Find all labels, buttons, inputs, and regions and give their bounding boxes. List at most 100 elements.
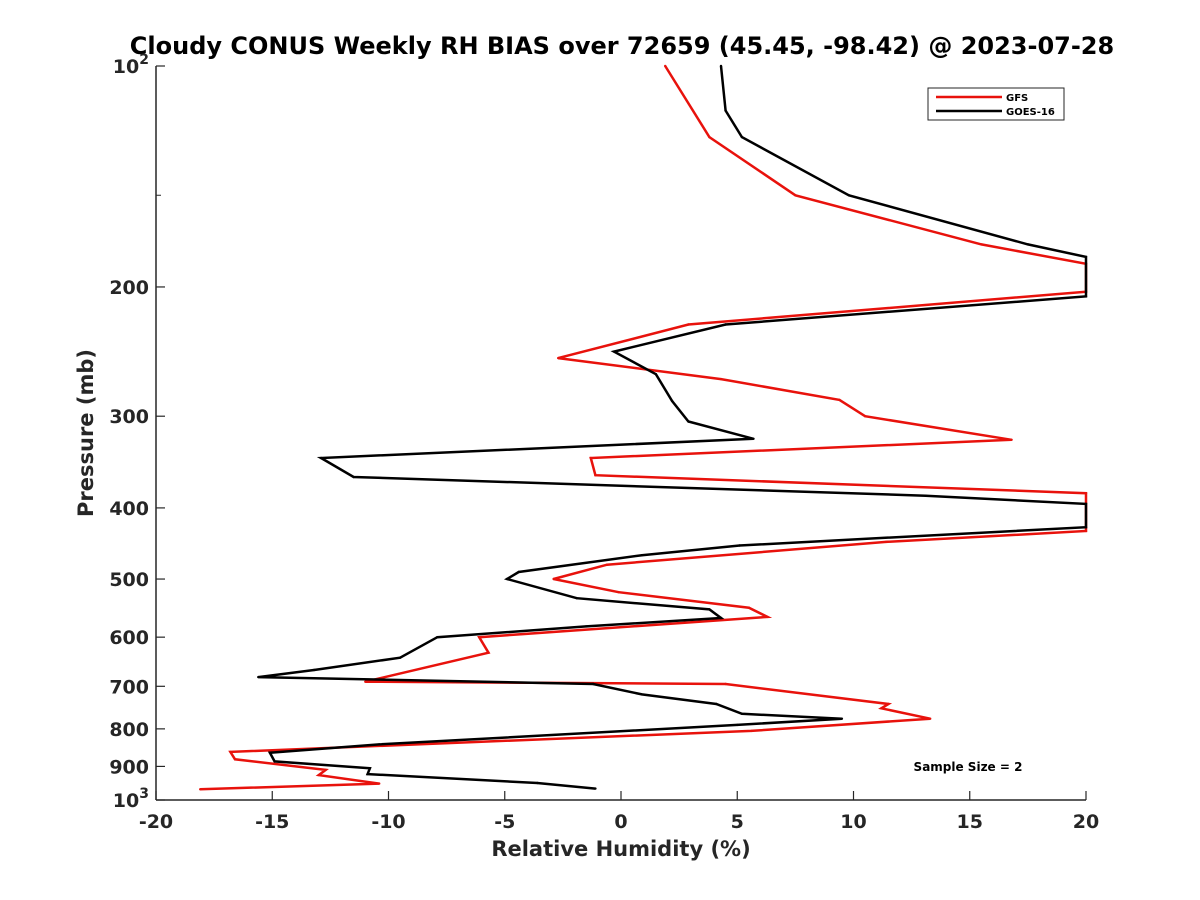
- data-point-goes-16-27: [398, 656, 402, 659]
- data-point-goes-16-16: [1084, 502, 1088, 506]
- data-point-gfs-34: [378, 782, 381, 785]
- y-axis-label: Pressure (mb): [74, 349, 98, 517]
- series-layer: [199, 64, 1088, 791]
- y-tick-label-7: 800: [109, 719, 149, 741]
- data-point-gfs-35: [199, 788, 202, 791]
- data-point-goes-16-32: [715, 702, 718, 706]
- data-point-gfs-18: [552, 577, 555, 581]
- data-point-gfs-16: [884, 540, 888, 544]
- y-tick-label-3: 400: [109, 498, 149, 520]
- x-ticks: -20 -15 -10 -5 0 5 10 15 20: [139, 791, 1099, 833]
- data-point-gfs-17: [605, 563, 609, 566]
- data-point-gfs-31: [233, 758, 237, 761]
- x-tick-label-6: 10: [840, 811, 866, 833]
- data-point-gfs-25: [724, 682, 727, 686]
- data-point-gfs-3: [980, 243, 983, 246]
- legend-label-gfs: GFS: [1006, 93, 1028, 104]
- y-tick-label-5: 600: [109, 627, 149, 649]
- data-point-goes-16-20: [517, 570, 520, 574]
- y-tick-label-9: 103: [113, 786, 149, 812]
- x-tick-label-5: 5: [731, 811, 744, 833]
- data-point-goes-16-23: [708, 608, 711, 611]
- x-tick-label-7: 15: [957, 811, 983, 833]
- legend: GFS GOES-16: [927, 87, 1065, 121]
- data-point-gfs-23: [487, 651, 490, 654]
- x-tick-label-4: 0: [614, 811, 627, 833]
- data-point-gfs-29: [750, 729, 753, 733]
- data-point-goes-16-21: [505, 577, 509, 581]
- y-tick-label-0: 102: [113, 52, 149, 78]
- data-point-goes-16-24: [719, 616, 723, 620]
- data-point-goes-16-25: [584, 625, 588, 628]
- sample-size-note: Sample Size = 2: [914, 760, 1023, 774]
- data-point-goes-16-13: [319, 456, 323, 460]
- data-point-gfs-21: [766, 615, 769, 619]
- data-point-goes-16-12: [752, 437, 755, 440]
- data-point-goes-16-26: [436, 636, 439, 639]
- data-point-gfs-2: [794, 194, 797, 197]
- data-point-goes-16-38: [273, 760, 276, 763]
- y-tick-label-2: 300: [109, 406, 149, 428]
- data-point-goes-16-33: [740, 712, 744, 715]
- data-point-goes-16-34: [840, 717, 844, 720]
- data-point-gfs-27: [880, 707, 883, 710]
- data-point-goes-16-4: [1026, 243, 1030, 246]
- x-axis-label: Relative Humidity (%): [491, 837, 750, 861]
- data-point-goes-16-30: [591, 682, 595, 686]
- data-point-gfs-0: [664, 64, 667, 68]
- data-point-goes-16-0: [719, 64, 723, 68]
- y-tick-label-4: 500: [109, 569, 149, 591]
- legend-label-goes16: GOES-16: [1006, 107, 1055, 118]
- data-point-goes-16-8: [612, 350, 616, 353]
- data-point-goes-16-11: [687, 420, 690, 423]
- data-point-gfs-28: [929, 717, 932, 720]
- data-point-gfs-22: [478, 636, 481, 639]
- data-point-goes-16-42: [594, 787, 597, 790]
- data-point-goes-16-1: [724, 109, 727, 112]
- data-point-gfs-1: [708, 135, 711, 139]
- data-point-gfs-19: [617, 591, 620, 594]
- data-point-goes-16-5: [1084, 255, 1088, 259]
- data-point-goes-16-37: [268, 751, 272, 754]
- y-tick-label-8: 900: [109, 756, 149, 778]
- data-point-gfs-24: [364, 680, 367, 683]
- data-point-goes-16-22: [575, 597, 578, 600]
- series-line-gfs: [200, 65, 1088, 791]
- chart-title: Cloudy CONUS Weekly RH BIAS over 72659 (…: [130, 32, 1114, 60]
- data-point-goes-16-7: [724, 323, 727, 326]
- data-point-goes-16-19: [640, 554, 644, 557]
- data-point-gfs-13: [594, 474, 597, 477]
- y-tick-label-6: 700: [109, 676, 149, 698]
- y-tick-label-1: 200: [109, 277, 149, 299]
- data-point-goes-16-41: [536, 781, 539, 785]
- data-point-goes-16-6: [1084, 295, 1088, 298]
- data-point-gfs-26: [887, 702, 890, 706]
- x-tick-label-8: 20: [1073, 811, 1099, 833]
- data-point-goes-16-28: [312, 668, 316, 672]
- data-point-goes-16-29: [257, 675, 260, 679]
- x-tick-label-1: -15: [255, 811, 289, 833]
- data-point-gfs-12: [589, 456, 592, 460]
- data-point-gfs-15: [1084, 529, 1088, 533]
- data-point-goes-16-36: [378, 743, 381, 746]
- data-point-gfs-20: [747, 606, 751, 609]
- data-point-goes-16-15: [924, 494, 927, 497]
- data-point-gfs-14: [1084, 492, 1088, 495]
- data-point-goes-16-40: [366, 772, 369, 776]
- data-point-goes-16-3: [847, 194, 851, 197]
- data-point-goes-16-2: [740, 135, 744, 139]
- data-point-goes-16-9: [654, 373, 658, 376]
- data-point-goes-16-31: [640, 693, 644, 696]
- data-point-goes-16-35: [736, 723, 739, 727]
- data-point-gfs-11: [1010, 438, 1013, 441]
- data-point-gfs-8: [719, 377, 723, 381]
- data-point-gfs-32: [324, 768, 327, 772]
- data-point-goes-16-18: [738, 544, 741, 547]
- y-ticks: 102 200 300 400 500 600 700 800 900 103: [109, 52, 165, 812]
- x-tick-label-3: -5: [494, 811, 515, 833]
- data-point-gfs-9: [838, 398, 841, 402]
- data-point-goes-16-14: [352, 475, 355, 479]
- data-point-gfs-6: [687, 323, 690, 326]
